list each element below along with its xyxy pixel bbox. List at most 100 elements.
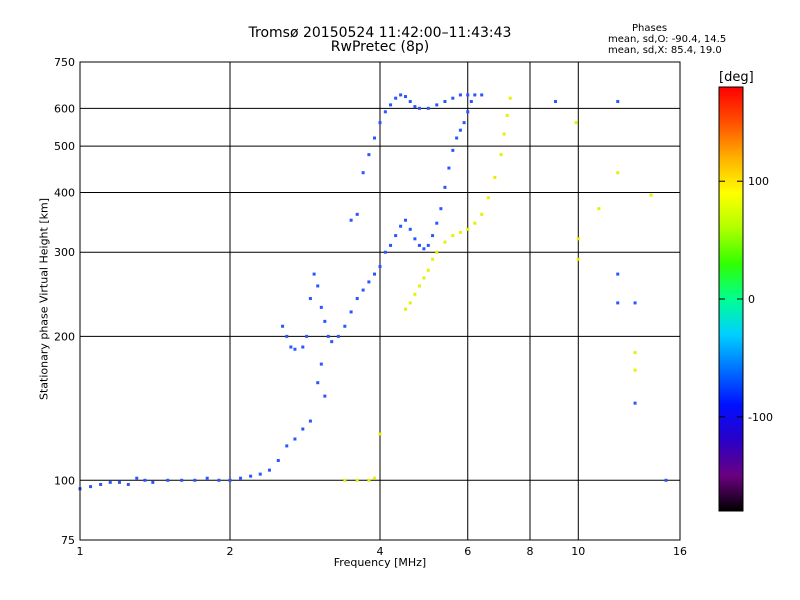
data-point-O — [180, 478, 184, 482]
y-axis: 75 100 200 300 400 500 600 750 — [54, 56, 75, 547]
data-point-O — [89, 485, 93, 489]
x-tick-label: 4 — [377, 545, 384, 558]
data-point-O — [258, 472, 262, 476]
data-point-O — [383, 250, 387, 254]
data-point-O — [285, 444, 289, 448]
colorbar-tick-label: 100 — [748, 175, 769, 188]
data-point-X — [466, 227, 470, 231]
data-point-O — [451, 148, 455, 152]
data-point-O — [466, 93, 470, 97]
y-tick-label: 400 — [54, 186, 75, 199]
data-point-X — [443, 240, 447, 244]
data-point-X — [616, 171, 620, 175]
chart-title: Tromsø 20150524 11:42:00–11:43:43 — [248, 25, 512, 41]
y-tick-label: 75 — [61, 534, 75, 547]
data-point-O — [480, 93, 484, 97]
y-tick-label: 750 — [54, 56, 75, 69]
data-point-X — [633, 351, 637, 355]
data-point-O — [417, 243, 421, 247]
data-point-X — [408, 301, 412, 305]
x-tick-label: 6 — [464, 545, 471, 558]
colorbar-tick-label: 0 — [748, 293, 755, 306]
phases-o-stats: mean, sd,O: -90.4, 14.5 — [608, 34, 727, 45]
data-point-O — [664, 478, 668, 482]
data-point-O — [143, 478, 147, 482]
data-point-O — [355, 297, 359, 301]
data-point-O — [126, 482, 130, 486]
colorbar-ticks: 100 0 -100 — [719, 175, 773, 424]
data-point-O — [316, 284, 320, 288]
data-point-O — [319, 362, 323, 366]
data-point-O — [389, 103, 393, 107]
data-point-O — [378, 265, 382, 269]
data-point-O — [367, 153, 371, 157]
data-point-O — [462, 121, 466, 125]
data-point-O — [422, 247, 426, 251]
data-point-O — [205, 476, 209, 480]
data-point-O — [276, 458, 280, 462]
data-point-O — [293, 347, 297, 351]
x-tick-label: 10 — [571, 545, 585, 558]
y-axis-label: Stationary phase Virtual Height [km] — [37, 197, 51, 401]
data-point-O — [439, 207, 443, 211]
data-point-X — [373, 476, 377, 480]
data-point-O — [249, 474, 253, 478]
data-point-O — [394, 234, 398, 238]
data-point-O — [343, 324, 347, 328]
data-point-O — [469, 100, 473, 104]
data-point-O — [308, 297, 312, 301]
data-point-X — [403, 307, 407, 311]
data-point-X — [422, 276, 426, 280]
data-point-O — [408, 227, 412, 231]
data-point-O — [373, 136, 377, 140]
colorbar-tick-label: -100 — [748, 411, 773, 424]
data-point-O — [323, 394, 327, 398]
y-tick-label: 600 — [54, 102, 75, 115]
data-point-O — [193, 478, 197, 482]
data-point-O — [426, 243, 430, 247]
data-point-O — [451, 96, 455, 100]
data-point-O — [308, 419, 312, 423]
data-point-X — [597, 207, 601, 211]
data-point-O — [616, 100, 620, 104]
y-tick-label: 200 — [54, 330, 75, 343]
data-point-X — [508, 96, 512, 100]
x-tick-label: 2 — [227, 545, 234, 558]
phases-title: Phases — [632, 23, 668, 34]
data-point-O — [378, 121, 382, 125]
data-point-X — [499, 153, 503, 157]
data-point-O — [301, 427, 305, 431]
data-point-O — [403, 95, 407, 99]
y-tick-label: 100 — [54, 474, 75, 487]
data-point-X — [435, 250, 439, 254]
data-point-O — [316, 381, 320, 385]
data-point-O — [413, 237, 417, 241]
data-point-O — [443, 100, 447, 104]
data-point-O — [99, 482, 103, 486]
data-point-X — [413, 292, 417, 296]
data-point-O — [426, 106, 430, 110]
grid — [79, 61, 681, 541]
colorbar-unit: [deg] — [719, 70, 754, 85]
data-point-X — [649, 193, 653, 197]
data-point-O — [312, 272, 316, 276]
data-point-O — [473, 93, 477, 97]
x-tick-label: 8 — [527, 545, 534, 558]
data-point-O — [447, 166, 451, 170]
y-tick-label: 500 — [54, 140, 75, 153]
data-point-O — [394, 96, 398, 100]
data-point-O — [301, 345, 305, 349]
data-point-O — [323, 319, 327, 323]
data-point-X — [505, 113, 509, 117]
y-tick-label: 300 — [54, 246, 75, 259]
data-point-X — [574, 121, 578, 125]
x-tick-label: 16 — [673, 545, 687, 558]
data-point-O — [367, 280, 371, 284]
data-point-O — [330, 340, 334, 344]
data-point-X — [426, 268, 430, 272]
data-point-O — [458, 128, 462, 132]
data-point-X — [367, 478, 371, 482]
data-point-O — [361, 288, 365, 292]
data-point-O — [373, 272, 377, 276]
data-point-O — [361, 171, 365, 175]
